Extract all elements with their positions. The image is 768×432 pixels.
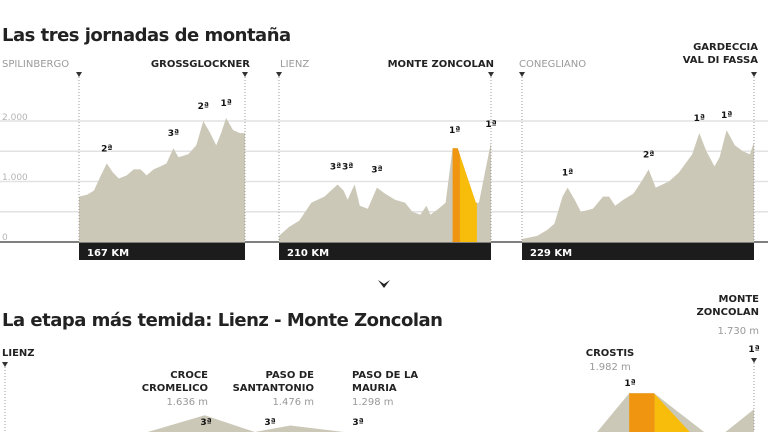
pass-croce-line2: CROMELICO	[142, 383, 208, 394]
pass-santantonio-altitude: 1.476 m	[272, 397, 314, 408]
y-tick-0: 0	[2, 233, 8, 243]
distance-bar	[79, 243, 245, 260]
climb-category-label: 1ª	[220, 99, 231, 109]
section-title-feared-stage: La etapa más temida: Lienz - Monte Zonco…	[2, 310, 442, 331]
section-title-three-stages: Las tres jornadas de montaña	[2, 25, 291, 46]
highlight-descent-area	[629, 393, 655, 432]
lower-profile	[5, 393, 754, 432]
stage1-start-label: SPILINBERGO	[2, 59, 69, 70]
distance-bar	[279, 243, 491, 260]
climb-category-label: 1ª	[721, 111, 732, 121]
pass-mauria-altitude: 1.298 m	[352, 397, 394, 408]
climb-category-label: 3ª	[168, 129, 179, 139]
stage3-end-label-line1: GARDECCIA	[693, 42, 758, 53]
pass-santantonio-line1: PASO DE	[266, 370, 315, 381]
stage-profile-1: 2ª 3ª 2ª 1ª 167 KM	[76, 72, 248, 260]
highlight-climb-area	[452, 148, 460, 242]
climb-category-label: 2ª	[101, 144, 112, 154]
distance-label: 229 KM	[530, 248, 572, 259]
pass-zoncolan-category: 1ª	[748, 345, 759, 355]
pass-santantonio-category: 3ª	[264, 418, 275, 428]
highlight-climb-area	[459, 154, 477, 242]
climb-category-label: 1ª	[485, 120, 496, 130]
stage2-start-label: LIENZ	[280, 59, 309, 70]
marker-triangle	[488, 72, 494, 77]
marker-triangle	[751, 72, 757, 77]
climb-category-label: 2ª	[643, 150, 654, 160]
pass-mauria-category: 3ª	[352, 418, 363, 428]
pass-croce-altitude: 1.636 m	[166, 397, 208, 408]
climb-category-label: 3ª	[342, 163, 353, 173]
elevation-area	[522, 130, 754, 242]
y-tick-2000: 2.000	[2, 113, 28, 123]
chevron-down-icon	[378, 280, 390, 288]
pass-zoncolan-altitude: 1.730 m	[717, 326, 759, 337]
pass-crostis-line1: CROSTIS	[586, 348, 635, 359]
lower-start-label: LIENZ	[2, 348, 35, 359]
stage1-end-label: GROSSGLOCKNER	[151, 59, 250, 70]
distance-label: 167 KM	[87, 248, 129, 259]
distance-bar	[522, 243, 754, 260]
climb-category-label: 3ª	[330, 163, 341, 173]
pass-croce-line1: CROCE	[170, 370, 208, 381]
marker-triangle	[519, 72, 525, 77]
pass-zoncolan-line1: MONTE	[719, 294, 760, 305]
stage-profile-3: 1ª 2ª 1ª 1ª 229 KM	[519, 72, 757, 260]
pass-zoncolan-line2: ZONCOLAN	[697, 307, 759, 318]
stage2-end-label: MONTE ZONCOLAN	[388, 59, 494, 70]
pass-santantonio-line2: SANTANTONIO	[233, 383, 314, 394]
marker-triangle	[2, 362, 8, 367]
pass-mauria-line2: MAURIA	[352, 383, 397, 394]
stage3-start-label: CONEGLIANO	[519, 59, 586, 70]
marker-triangle	[242, 72, 248, 77]
elevation-area	[279, 142, 491, 242]
highlight-descent-area	[654, 394, 690, 432]
pass-mauria-line1: PASO DE LA	[352, 370, 418, 381]
stage3-end-label-line2: VAL DI FASSA	[683, 55, 759, 66]
y-tick-1000: 1.000	[2, 173, 28, 183]
climb-category-label: 2ª	[198, 102, 209, 112]
pass-crostis-category: 1ª	[624, 379, 635, 389]
elevation-area	[5, 393, 754, 432]
distance-label: 210 KM	[287, 248, 329, 259]
pass-croce-category: 3ª	[200, 418, 211, 428]
pass-crostis-altitude: 1.982 m	[589, 362, 631, 373]
climb-category-label: 3ª	[371, 166, 382, 176]
climb-category-label: 1ª	[694, 114, 705, 124]
climb-category-label: 1ª	[562, 169, 573, 179]
elevation-area	[79, 118, 245, 242]
climb-category-label: 1ª	[449, 126, 460, 136]
marker-triangle	[276, 72, 282, 77]
marker-triangle	[76, 72, 82, 77]
marker-triangle	[751, 358, 757, 363]
